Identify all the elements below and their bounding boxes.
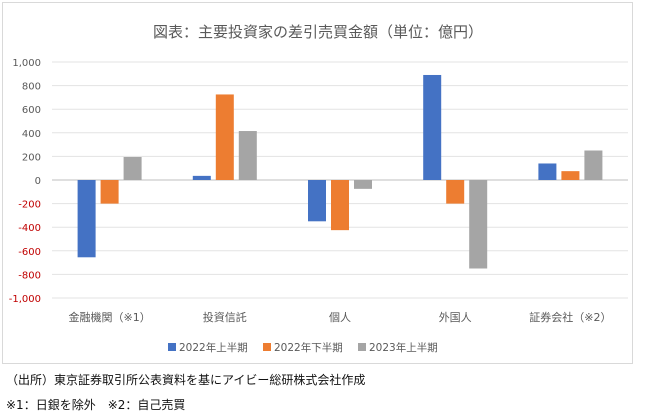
- bar: [100, 180, 119, 204]
- y-tick-label: -800: [18, 270, 41, 281]
- bar: [308, 180, 326, 222]
- source-note: （出所）東京証券取引所公表資料を基にアイビー総研株式会社作成: [6, 373, 366, 387]
- category-label: 金融機関（※1）: [68, 310, 150, 324]
- legend-label: 2022年上半期: [179, 341, 248, 354]
- legend-swatch: [263, 343, 271, 351]
- bar: [584, 150, 603, 180]
- bar: [446, 180, 465, 204]
- y-tick-label: -400: [18, 223, 41, 234]
- footnote: ※1：日銀を除外 ※2：自己売買: [6, 398, 186, 412]
- bar: [77, 180, 96, 258]
- y-tick-label: 400: [22, 129, 41, 140]
- bar-chart: 図表：主要投資家の差引売買金額（単位：億円） 1,000 800 600 400 200 0…: [9, 23, 628, 354]
- bar: [215, 94, 234, 180]
- legend-swatch: [358, 343, 366, 351]
- category-label: 投資信託: [203, 310, 247, 324]
- category-label: 証券会社（※2）: [529, 310, 611, 324]
- bar: [354, 180, 372, 189]
- bar: [469, 180, 488, 269]
- y-tick-label: 1,000: [12, 58, 41, 69]
- bar: [123, 156, 142, 180]
- category-label: 外国人: [439, 311, 472, 324]
- category-label: 個人: [329, 311, 351, 324]
- legend-label: 2023年上半期: [369, 341, 438, 354]
- chart-title: 図表：主要投資家の差引売買金額（単位：億円）: [153, 23, 483, 41]
- legend-swatch: [168, 343, 176, 351]
- bar: [192, 175, 211, 180]
- y-tick-label: 0: [35, 176, 41, 187]
- bar: [331, 180, 349, 231]
- y-tick-label: -200: [18, 200, 41, 211]
- y-tick-label: -1,000: [9, 294, 41, 305]
- y-tick-label: 200: [22, 152, 41, 163]
- y-tick-label: -600: [18, 247, 41, 258]
- y-tick-label: 600: [22, 105, 41, 116]
- bar: [538, 163, 557, 180]
- bar: [238, 131, 257, 180]
- bar: [423, 74, 442, 180]
- bar: [561, 171, 580, 180]
- legend-label: 2022年下半期: [274, 341, 343, 354]
- y-tick-label: 800: [22, 82, 41, 93]
